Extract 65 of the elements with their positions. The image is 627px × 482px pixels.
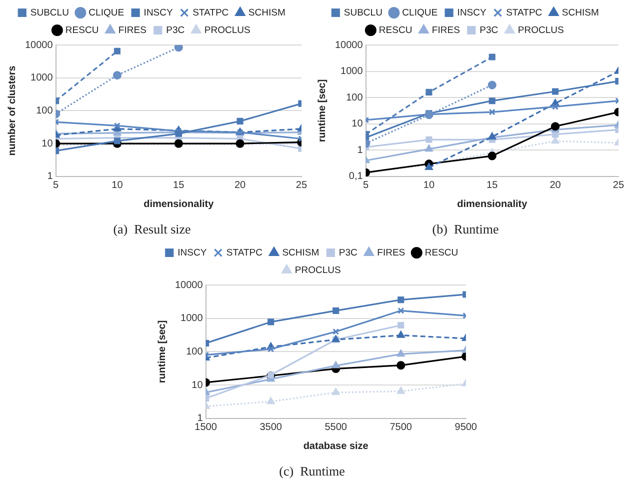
- legend-label: INSCY: [178, 247, 208, 258]
- y-axis-title: runtime [sec]: [156, 320, 168, 384]
- x-tick-label: 20: [234, 180, 246, 192]
- y-tick-label: 10000: [334, 40, 364, 51]
- legend-label: P3C: [166, 24, 185, 36]
- text: (b) Runtime: [432, 222, 499, 237]
- x-tick-label: 10: [423, 180, 435, 192]
- legend-label: P3C: [480, 24, 498, 36]
- y-tick-label: 10000: [24, 40, 54, 51]
- x-tick-label: 5: [53, 180, 60, 192]
- y-tick-label: 100: [36, 105, 54, 116]
- x-tick-label: 3500: [260, 422, 282, 434]
- legend-label: STATPC: [192, 7, 229, 18]
- legend-label: SCHISM: [562, 7, 599, 18]
- x-tick-label: 7500: [390, 422, 412, 434]
- x-tick-label: 25: [612, 180, 624, 192]
- x-tick-label: 10: [112, 180, 124, 192]
- x-tick-label: 25: [296, 180, 308, 192]
- legend-label: STATPC: [506, 7, 542, 18]
- legend-label: RESCU: [424, 247, 458, 258]
- x-tick-label: 5500: [324, 422, 348, 434]
- legend-label: INSCY: [457, 7, 488, 18]
- legend-label: P3C: [338, 247, 358, 258]
- y-axis-title: runtime [sec]: [316, 79, 328, 142]
- y-tick-label: 10: [352, 118, 364, 130]
- legend-label: SUBCLU: [344, 7, 383, 18]
- text: (c) Runtime: [279, 464, 346, 479]
- legend-label: SCHISM: [282, 247, 320, 258]
- legend-label: SCHISM: [248, 7, 286, 18]
- legend-label: PROCLUS: [518, 24, 564, 36]
- legend-label: SUBCLU: [30, 7, 70, 18]
- legend-label: RESCU: [378, 24, 412, 36]
- y-axis-title: number of clusters: [6, 65, 18, 156]
- x-tick-label: 15: [486, 180, 498, 192]
- y-tick-label: 0,1: [348, 171, 364, 182]
- x-axis-title: dimensionality: [144, 199, 214, 210]
- legend-label: CLIQUE: [402, 7, 438, 18]
- legend-label: FIRES: [118, 24, 146, 36]
- x-tick-label: 15: [173, 180, 185, 192]
- legend-label: PROCLUS: [204, 24, 250, 36]
- x-tick-label: 1500: [194, 422, 218, 434]
- y-tick-label: 1000: [30, 72, 54, 84]
- x-tick-label: 9500: [454, 422, 478, 434]
- y-tick-label: 1: [357, 144, 364, 156]
- legend-label: FIRES: [432, 24, 460, 36]
- legend-label: INSCY: [144, 7, 174, 18]
- y-tick-label: 10: [42, 138, 54, 150]
- x-axis-title: dimensionality: [457, 199, 528, 210]
- y-tick-label: 1000: [180, 313, 204, 324]
- y-tick-label: 1: [197, 413, 204, 424]
- x-axis-title: database size: [303, 441, 369, 452]
- y-tick-label: 1: [47, 171, 54, 182]
- y-tick-label: 100: [346, 92, 364, 104]
- text: (a) Result size: [113, 222, 192, 237]
- legend-label: FIRES: [377, 247, 406, 258]
- legend-label: STATPC: [226, 247, 263, 258]
- legend-label: PROCLUS: [294, 264, 341, 276]
- legend-label: CLIQUE: [88, 7, 124, 18]
- y-tick-label: 10: [192, 380, 204, 391]
- y-tick-label: 1000: [340, 66, 364, 78]
- legend-label: RESCU: [65, 24, 99, 36]
- y-tick-label: 10000: [174, 280, 204, 291]
- x-tick-label: 20: [550, 180, 562, 192]
- x-tick-label: 5: [363, 180, 370, 192]
- y-tick-label: 100: [186, 346, 204, 358]
